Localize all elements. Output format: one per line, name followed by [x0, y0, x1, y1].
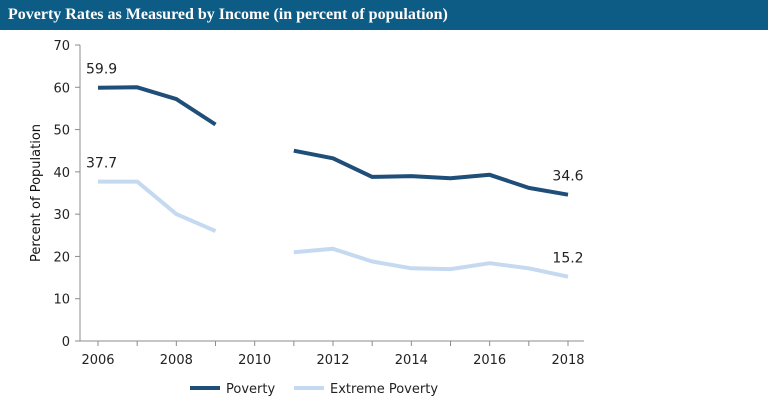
y-tick-label: 20 — [53, 250, 70, 265]
series-line-extreme-poverty — [98, 179, 217, 233]
legend: Poverty Extreme Poverty — [190, 382, 438, 397]
x-tick-label: 2014 — [395, 353, 428, 368]
x-tick-label: 2018 — [551, 353, 584, 368]
y-tick-label: 10 — [53, 293, 70, 308]
y-tick-label: 60 — [53, 81, 70, 96]
y-tick-label: 0 — [62, 335, 70, 350]
x-tick-label: 2006 — [81, 353, 114, 368]
data-label: 15.2 — [552, 251, 583, 267]
axes: 0 10 20 30 40 50 60 70 2006 2008 2010 2012 2014 2016 2… — [29, 39, 585, 368]
x-tick-label: 2016 — [473, 353, 506, 368]
series-layer — [97, 85, 569, 279]
data-label: 34.6 — [552, 169, 583, 185]
legend-label: Poverty — [226, 382, 275, 397]
y-axis-title: Percent of Population — [29, 124, 44, 262]
y-tick-label: 30 — [53, 208, 70, 223]
x-tick-label: 2010 — [238, 353, 271, 368]
data-label: 59.9 — [86, 62, 117, 78]
series-line-poverty — [293, 148, 569, 197]
series-line-extreme-poverty — [293, 246, 569, 279]
series-line-poverty — [97, 85, 217, 127]
legend-label: Extreme Poverty — [330, 382, 438, 397]
data-labels: 59.9 34.6 37.7 15.2 — [86, 62, 584, 267]
x-tick-label: 2012 — [316, 353, 349, 368]
y-tick-label: 70 — [53, 39, 70, 54]
data-label: 37.7 — [86, 156, 117, 172]
chart-title: Poverty Rates as Measured by Income (in … — [0, 0, 768, 30]
y-tick-label: 40 — [53, 166, 70, 181]
y-tick-label: 50 — [53, 124, 70, 139]
x-tick-label: 2008 — [160, 353, 193, 368]
